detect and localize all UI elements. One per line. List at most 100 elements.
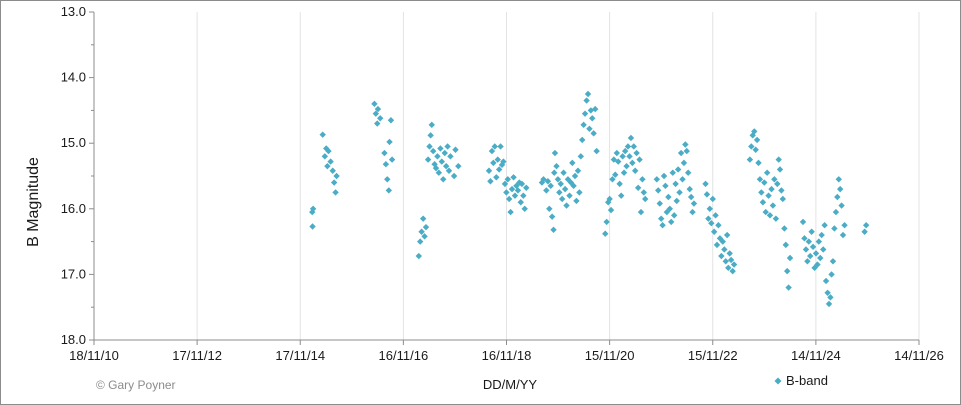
data-point — [620, 169, 628, 176]
data-point — [779, 195, 787, 203]
data-point — [758, 189, 765, 196]
data-point — [418, 228, 425, 235]
x-tick-label: 15/11/22 — [688, 348, 738, 363]
data-point — [829, 258, 837, 265]
data-point — [556, 189, 563, 196]
data-point — [730, 261, 738, 268]
data-point — [372, 110, 380, 117]
x-tick-labels: 18/11/10 17/11/12 17/11/14 16/11/16 16/11/18… — [69, 348, 944, 363]
data-point — [768, 185, 775, 193]
data-point — [670, 212, 678, 219]
data-point — [374, 105, 382, 113]
data-point — [721, 246, 728, 253]
y-tick-label: 17.0 — [61, 266, 86, 281]
data-point — [782, 241, 789, 249]
data-point — [419, 215, 427, 222]
data-point — [330, 179, 338, 186]
data-point — [485, 167, 493, 174]
x-tick-label: 15/11/20 — [585, 348, 635, 363]
data-point — [388, 156, 396, 163]
data-point — [416, 238, 424, 245]
y-tick-label: 14.0 — [61, 70, 86, 85]
data-point — [786, 254, 794, 262]
data-point — [774, 180, 781, 188]
data-point — [374, 120, 381, 127]
data-point — [421, 233, 428, 240]
x-axis-title: DD/M/YY — [483, 377, 538, 392]
data-point — [621, 147, 629, 155]
data-point — [441, 149, 448, 157]
credit-text: © Gary Poyner — [96, 378, 176, 392]
data-point — [751, 128, 758, 135]
x-tick-label: 14/11/26 — [894, 348, 944, 363]
data-point — [812, 250, 820, 257]
data-point — [371, 100, 378, 108]
data-point — [627, 134, 635, 142]
data-point — [571, 172, 579, 180]
data-point — [626, 153, 633, 160]
x-tick-label: 17/11/12 — [172, 348, 222, 363]
data-point — [772, 215, 780, 222]
data-point — [676, 189, 683, 196]
data-point — [659, 222, 666, 229]
data-point — [544, 178, 552, 185]
data-point — [602, 230, 609, 237]
data-point — [434, 153, 441, 160]
data-point — [583, 97, 590, 104]
data-point — [809, 243, 817, 251]
data-point — [778, 187, 785, 194]
data-point — [605, 199, 612, 206]
x-tick-label: 17/11/14 — [275, 348, 325, 363]
data-point — [640, 189, 648, 196]
data-point — [560, 169, 567, 176]
data-point — [761, 179, 768, 186]
data-point — [415, 252, 422, 260]
data-point — [501, 180, 509, 188]
data-point — [510, 174, 517, 181]
data-point — [324, 162, 331, 170]
data-point — [835, 176, 842, 183]
data-point — [603, 218, 610, 226]
data-point — [517, 199, 524, 206]
data-point — [861, 228, 868, 235]
data-point — [538, 179, 546, 186]
data-point — [828, 271, 835, 278]
data-point — [705, 215, 712, 222]
data-point — [669, 169, 676, 176]
data-point — [839, 231, 847, 239]
data-point — [440, 176, 447, 183]
data-point — [841, 222, 848, 229]
data-point — [550, 226, 557, 233]
data-point — [727, 256, 735, 264]
data-point — [807, 252, 814, 260]
data-point — [563, 202, 570, 209]
data-point — [723, 231, 731, 239]
data-point — [677, 149, 685, 157]
data-point — [822, 277, 830, 285]
x-tick-label: 14/11/24 — [791, 348, 841, 363]
data-point — [776, 166, 784, 173]
data-point — [546, 205, 553, 212]
legend[interactable]: B-band — [774, 373, 828, 388]
data-point — [581, 110, 589, 117]
data-point — [567, 179, 575, 186]
gridlines — [196, 12, 920, 340]
data-point — [804, 258, 811, 265]
data-point — [653, 176, 661, 183]
data-point — [762, 208, 769, 216]
data-point — [590, 130, 597, 137]
data-point — [385, 187, 393, 194]
data-point — [783, 267, 791, 275]
data-point — [520, 192, 527, 199]
data-point — [825, 300, 833, 308]
y-tick-label: 13.0 — [61, 4, 86, 19]
data-point — [442, 162, 450, 170]
data-point — [805, 238, 813, 245]
data-point — [561, 185, 569, 193]
data-point — [577, 153, 585, 160]
data-point — [609, 176, 616, 183]
data-point — [381, 149, 388, 157]
data-point — [769, 202, 777, 209]
